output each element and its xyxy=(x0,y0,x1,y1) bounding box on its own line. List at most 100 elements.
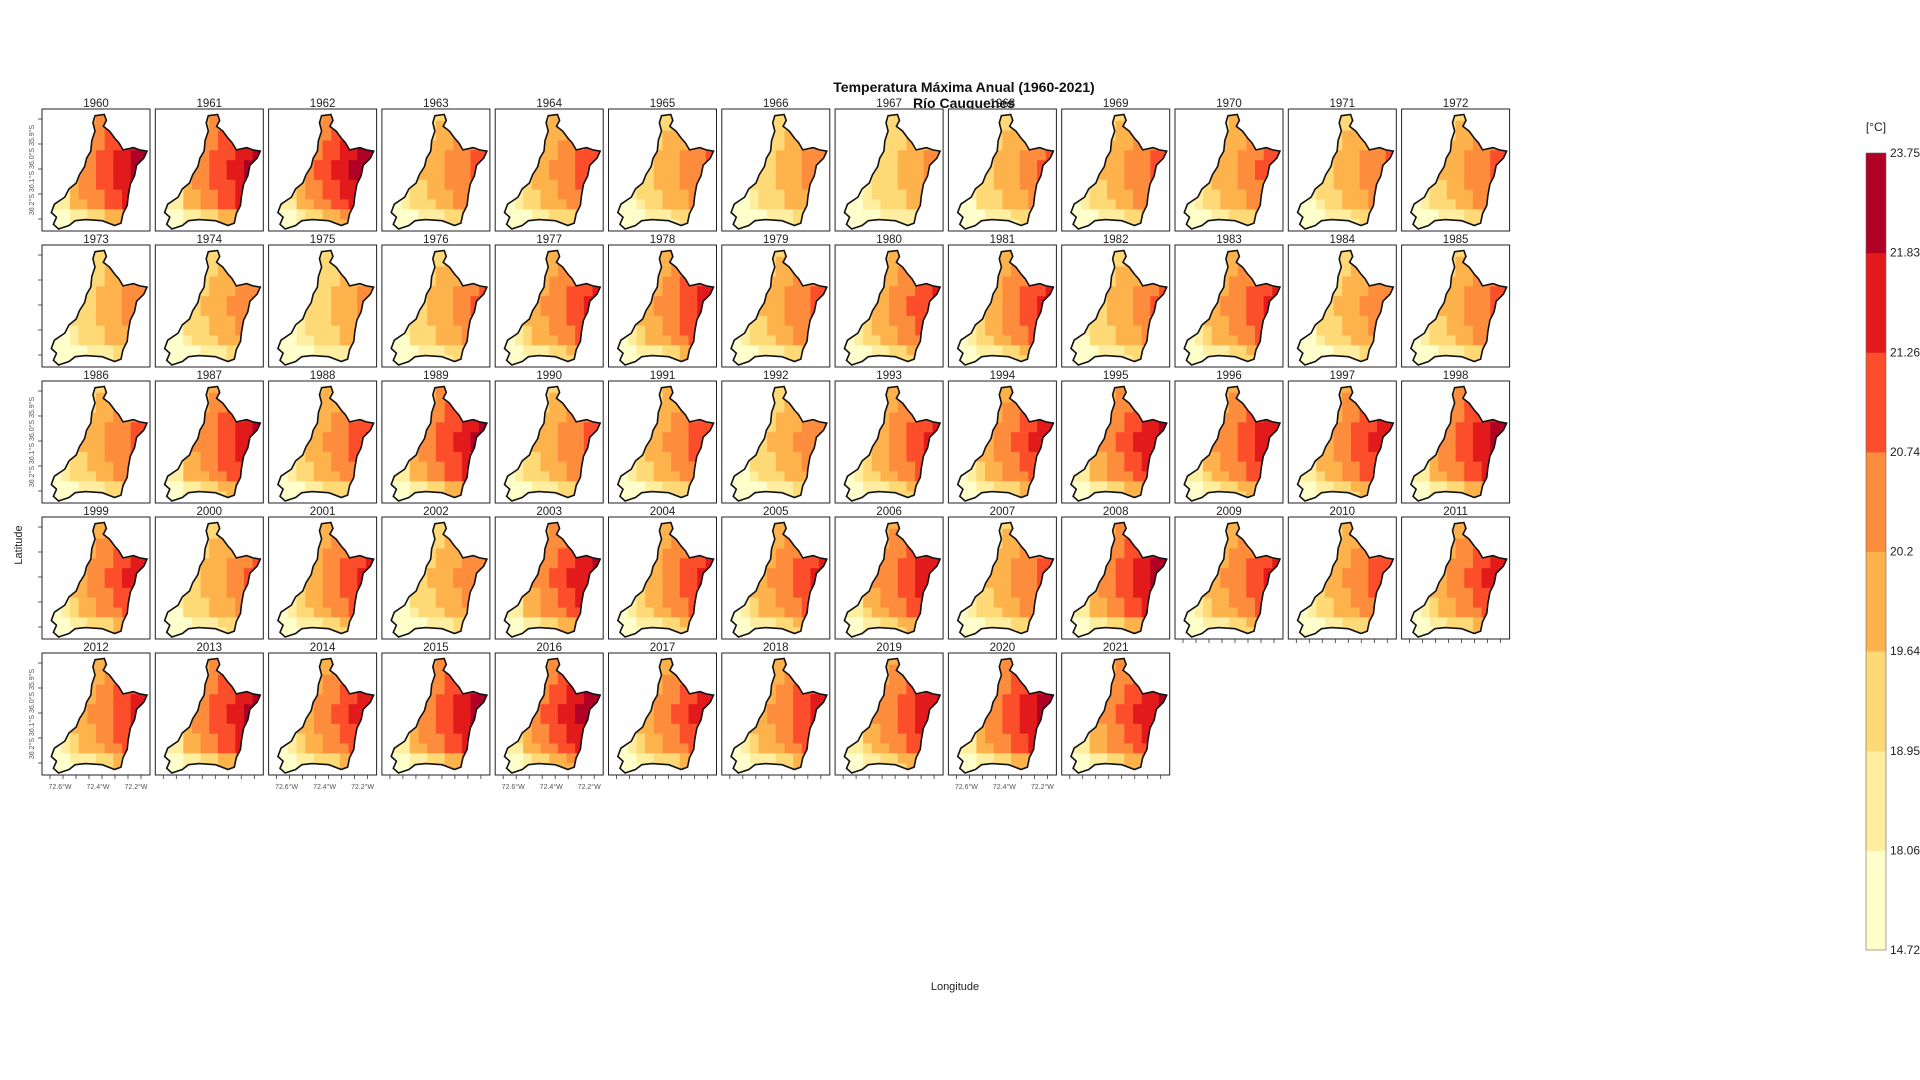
x-tick-label: 72.6°W xyxy=(275,783,298,791)
panel-2021: 2021 xyxy=(1061,642,1171,779)
basin-outline xyxy=(730,657,828,774)
panel-year-label: 1963 xyxy=(423,98,449,110)
panel-year-label: 2013 xyxy=(197,642,223,654)
basin-outline xyxy=(1296,385,1395,502)
panel-2017: 2017 xyxy=(608,642,717,779)
panel-1962: 1962 xyxy=(268,98,378,232)
panel-year-label: 1962 xyxy=(310,98,336,110)
basin-outline xyxy=(956,385,1055,502)
basin-outline xyxy=(503,385,602,502)
colorbar-break-label: 21.26 xyxy=(1890,345,1920,359)
x-axis-title: Longitude xyxy=(931,981,979,993)
panel-year-label: 2009 xyxy=(1216,506,1242,518)
basin-outline xyxy=(390,385,489,502)
panel-year-label: 1965 xyxy=(650,98,676,110)
basin-outline xyxy=(1070,249,1168,366)
panel-1976: 1976 xyxy=(381,234,491,368)
basin-outline xyxy=(843,249,942,366)
basin-outline xyxy=(616,657,715,774)
panel-1960: 1960 xyxy=(38,98,151,232)
panel-year-label: 1988 xyxy=(310,370,336,382)
colorbar-segment xyxy=(1866,551,1886,652)
panel-year-label: 1973 xyxy=(83,234,109,246)
y-tick-label: 36.2°S 36.1°S 36.0°S 35.9°S xyxy=(28,669,36,760)
basin-outline xyxy=(163,385,262,502)
basin-outline xyxy=(1070,113,1168,230)
basin-outline xyxy=(503,521,602,638)
panel-1969: 1969 xyxy=(1061,98,1171,232)
panel-year-label: 2018 xyxy=(763,642,789,654)
panel-1984: 1984 xyxy=(1287,234,1397,368)
panel-1995: 1995 xyxy=(1061,370,1171,504)
panel-2020: 2020 xyxy=(947,642,1057,779)
basin-outline xyxy=(50,521,149,638)
colorbar-segment xyxy=(1866,651,1886,752)
basin-outline xyxy=(163,521,262,638)
colorbar-break-label: 20.2 xyxy=(1890,545,1914,559)
panel-1998: 1998 xyxy=(1401,370,1511,504)
basin-outline xyxy=(503,249,602,366)
panel-year-label: 2010 xyxy=(1330,506,1356,518)
panel-1973: 1973 xyxy=(38,234,151,368)
panel-2010: 2010 xyxy=(1287,506,1397,643)
panel-1966: 1966 xyxy=(721,98,831,232)
panel-year-label: 1968 xyxy=(990,98,1016,110)
panel-year-label: 2020 xyxy=(990,642,1016,654)
panel-year-label: 1986 xyxy=(83,370,109,382)
colorbar-segment xyxy=(1866,750,1886,851)
panel-1970: 1970 xyxy=(1174,98,1284,232)
x-tick-label: 72.4°W xyxy=(993,783,1016,791)
panel-1999: 1999 xyxy=(38,506,151,640)
panel-year-label: 1977 xyxy=(536,234,562,246)
panel-2000: 2000 xyxy=(154,506,264,640)
panel-year-label: 2005 xyxy=(763,506,789,518)
basin-outline xyxy=(50,113,149,230)
panel-year-label: 2011 xyxy=(1443,506,1468,518)
panel-1986: 1986 xyxy=(38,370,151,504)
panel-year-label: 1960 xyxy=(83,98,109,110)
panel-1971: 1971 xyxy=(1287,98,1397,232)
panel-year-label: 2015 xyxy=(423,642,449,654)
basin-outline xyxy=(163,113,262,230)
x-tick-label: 72.6°W xyxy=(502,783,525,791)
basin-outline xyxy=(730,249,828,366)
panel-1964: 1964 xyxy=(494,98,604,232)
basin-outline xyxy=(1409,249,1508,366)
panel-1981: 1981 xyxy=(947,234,1057,368)
basin-outline xyxy=(956,113,1055,230)
panel-year-label: 2008 xyxy=(1103,506,1129,518)
panel-year-label: 2006 xyxy=(876,506,902,518)
colorbar-segment xyxy=(1866,850,1886,951)
panel-1994: 1994 xyxy=(947,370,1057,504)
panel-1978: 1978 xyxy=(608,234,717,368)
panel-year-label: 1961 xyxy=(197,98,223,110)
panel-year-label: 2003 xyxy=(536,506,562,518)
colorbar-break-label: 20.74 xyxy=(1890,445,1920,459)
panel-2006: 2006 xyxy=(834,506,944,640)
basin-outline xyxy=(50,657,149,774)
x-tick-label: 72.4°W xyxy=(540,783,563,791)
colorbar-frame xyxy=(1865,152,1887,951)
x-tick-label: 72.2°W xyxy=(578,783,601,791)
basin-outline xyxy=(1183,113,1282,230)
panel-year-label: 2021 xyxy=(1103,642,1129,654)
panel-year-label: 1998 xyxy=(1443,370,1469,382)
panel-2018: 2018 xyxy=(721,642,831,779)
panel-year-label: 1985 xyxy=(1443,234,1469,246)
x-tick-label: 72.2°W xyxy=(124,783,147,791)
panel-year-label: 1989 xyxy=(423,370,449,382)
panel-year-label: 1975 xyxy=(310,234,336,246)
panel-2016: 2016 xyxy=(494,642,604,779)
panel-year-label: 1990 xyxy=(536,370,562,382)
panel-year-label: 1987 xyxy=(197,370,223,382)
panel-1987: 1987 xyxy=(154,370,264,504)
basin-outline xyxy=(956,249,1055,366)
panel-year-label: 1993 xyxy=(876,370,902,382)
basin-outline xyxy=(390,657,489,774)
panel-year-label: 2007 xyxy=(990,506,1016,518)
panel-year-label: 2017 xyxy=(650,642,676,654)
panel-year-label: 1972 xyxy=(1443,98,1469,110)
colorbar-segment xyxy=(1866,352,1886,453)
colorbar-break-label: 18.95 xyxy=(1890,744,1920,758)
panel-year-label: 1978 xyxy=(650,234,676,246)
